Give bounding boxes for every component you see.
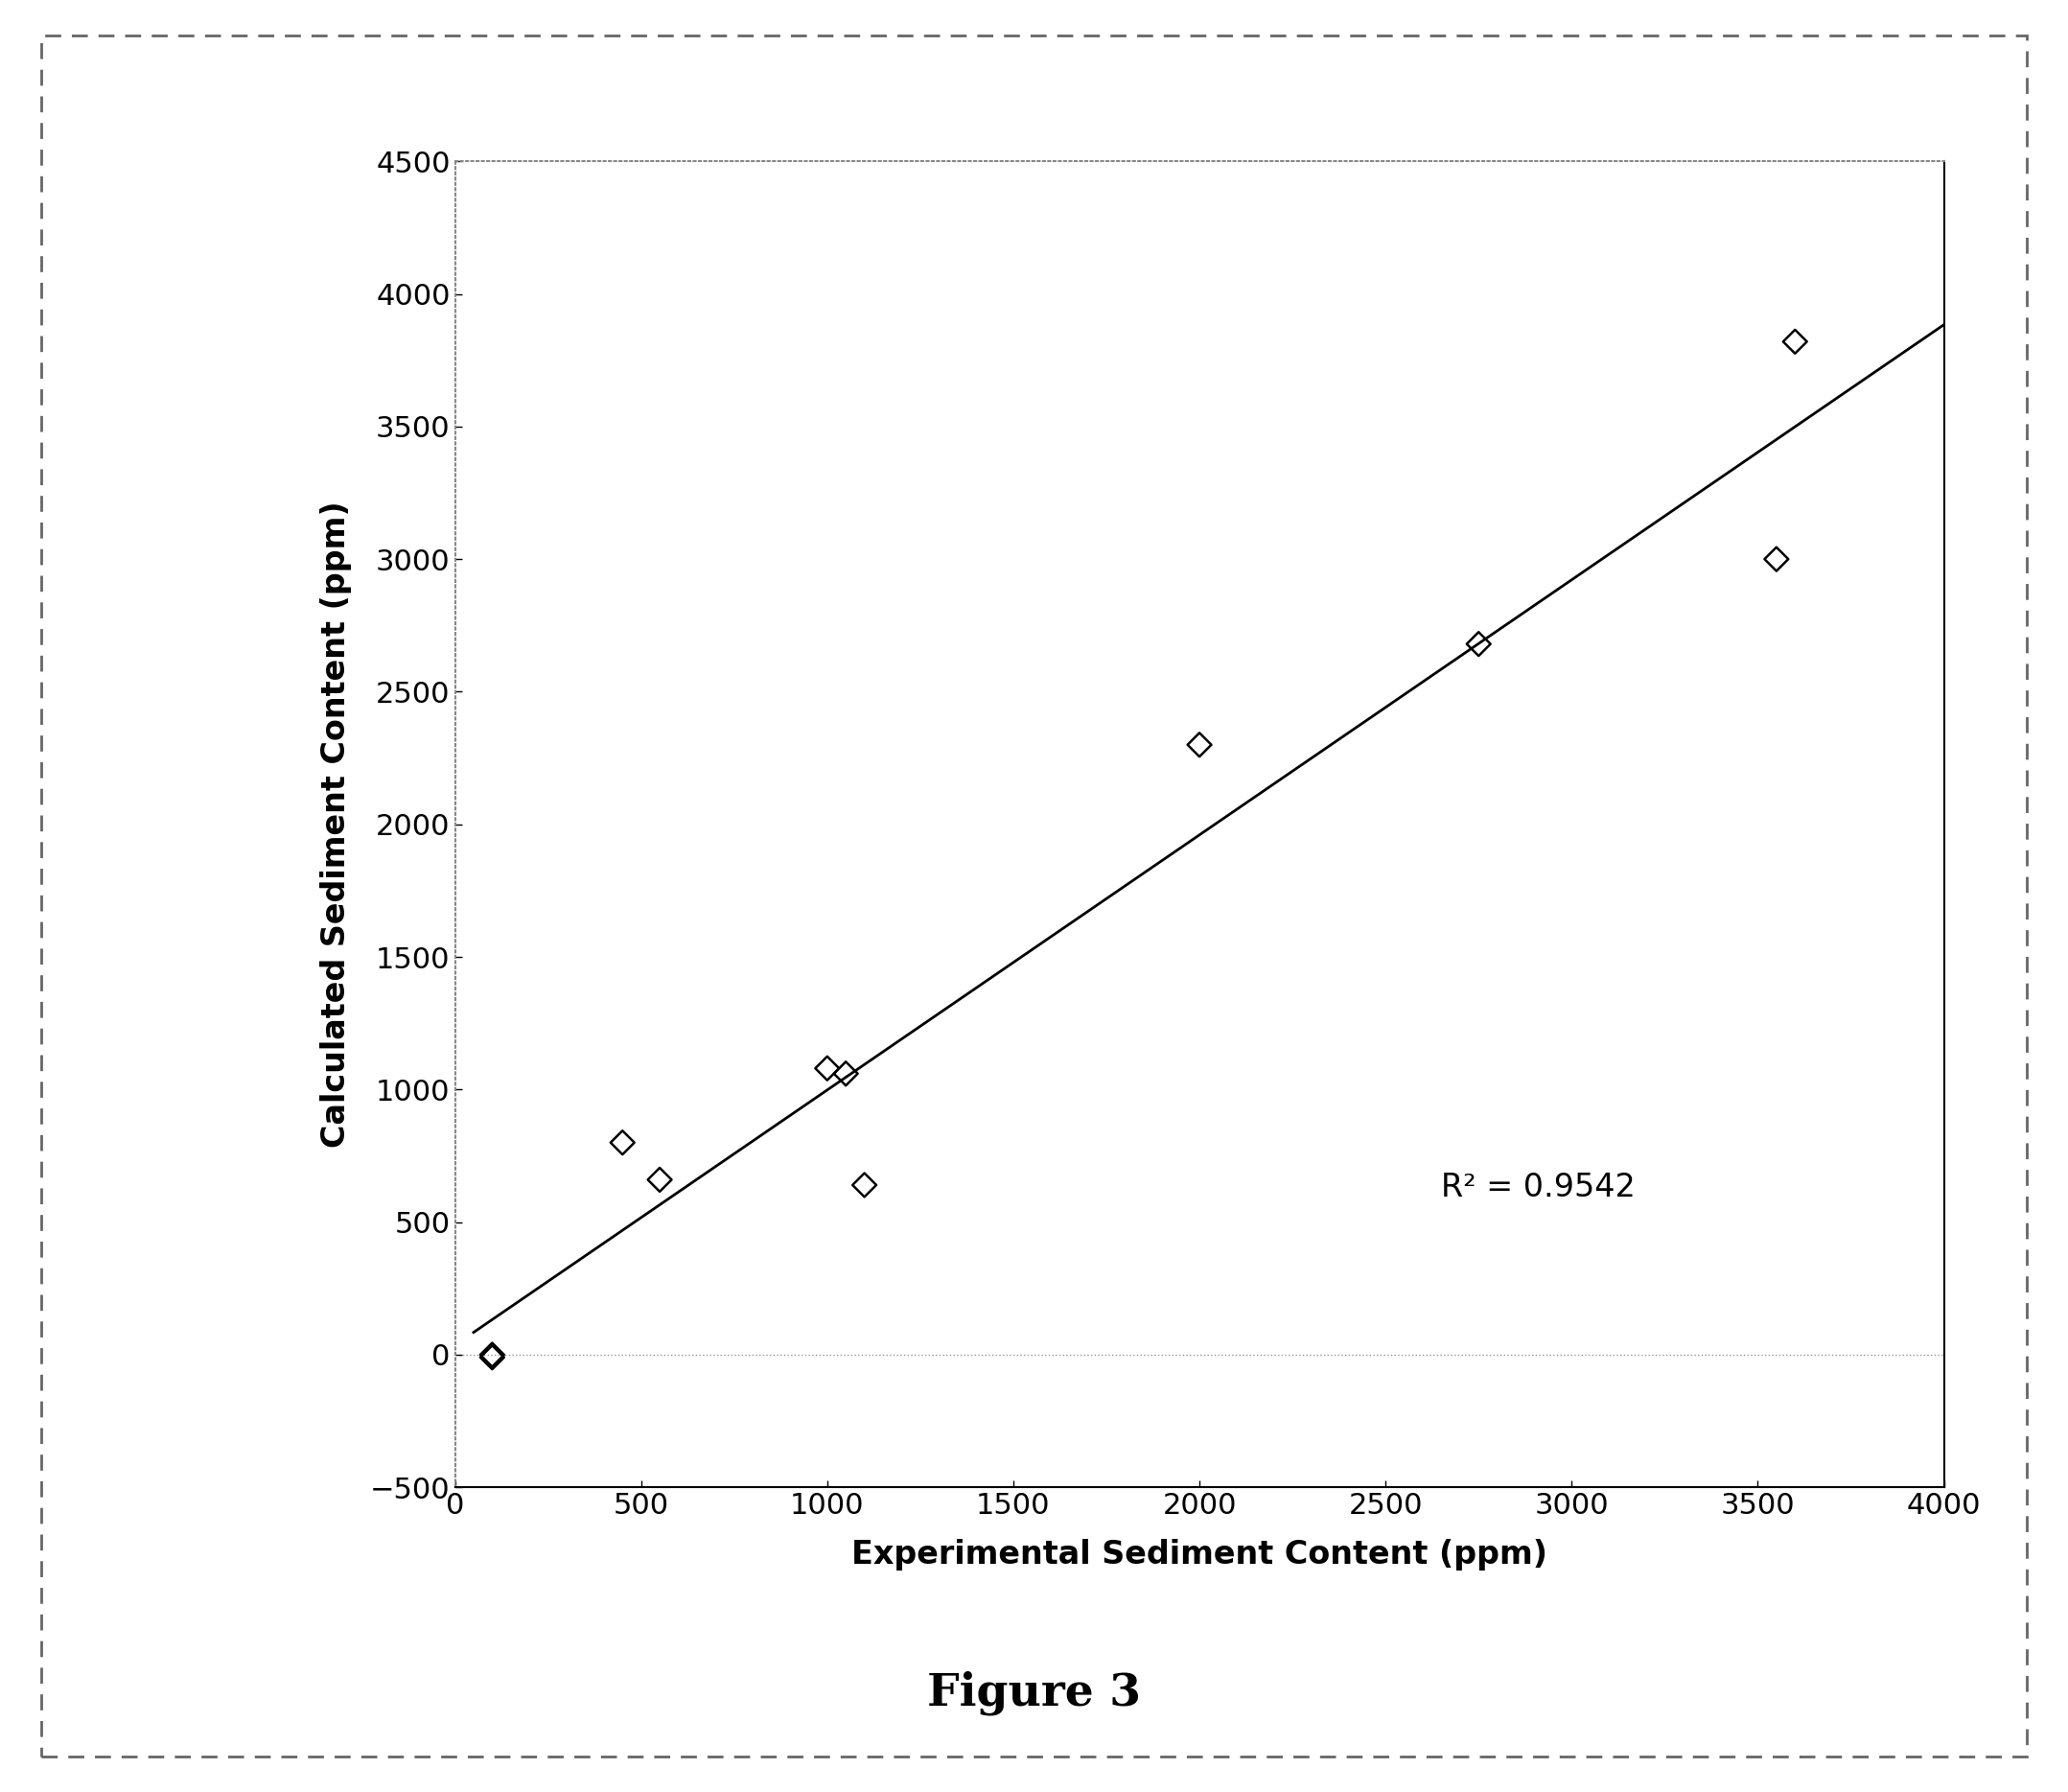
Point: [1462, 629, 1495, 658]
Text: R² = 0.9542: R² = 0.9542: [1441, 1172, 1636, 1204]
Point: [811, 1054, 844, 1082]
X-axis label: Experimental Sediment Content (ppm): Experimental Sediment Content (ppm): [852, 1539, 1547, 1570]
Point: [1183, 731, 1216, 760]
Y-axis label: Calculated Sediment Content (ppm): Calculated Sediment Content (ppm): [321, 502, 352, 1147]
Point: [1760, 545, 1793, 573]
Point: [606, 1129, 639, 1158]
Point: [476, 1340, 509, 1369]
Point: [829, 1059, 862, 1088]
Point: [1778, 328, 1812, 357]
Point: [848, 1170, 881, 1199]
Point: [643, 1165, 676, 1193]
Point: [476, 1342, 509, 1371]
Text: Figure 3: Figure 3: [926, 1672, 1142, 1715]
